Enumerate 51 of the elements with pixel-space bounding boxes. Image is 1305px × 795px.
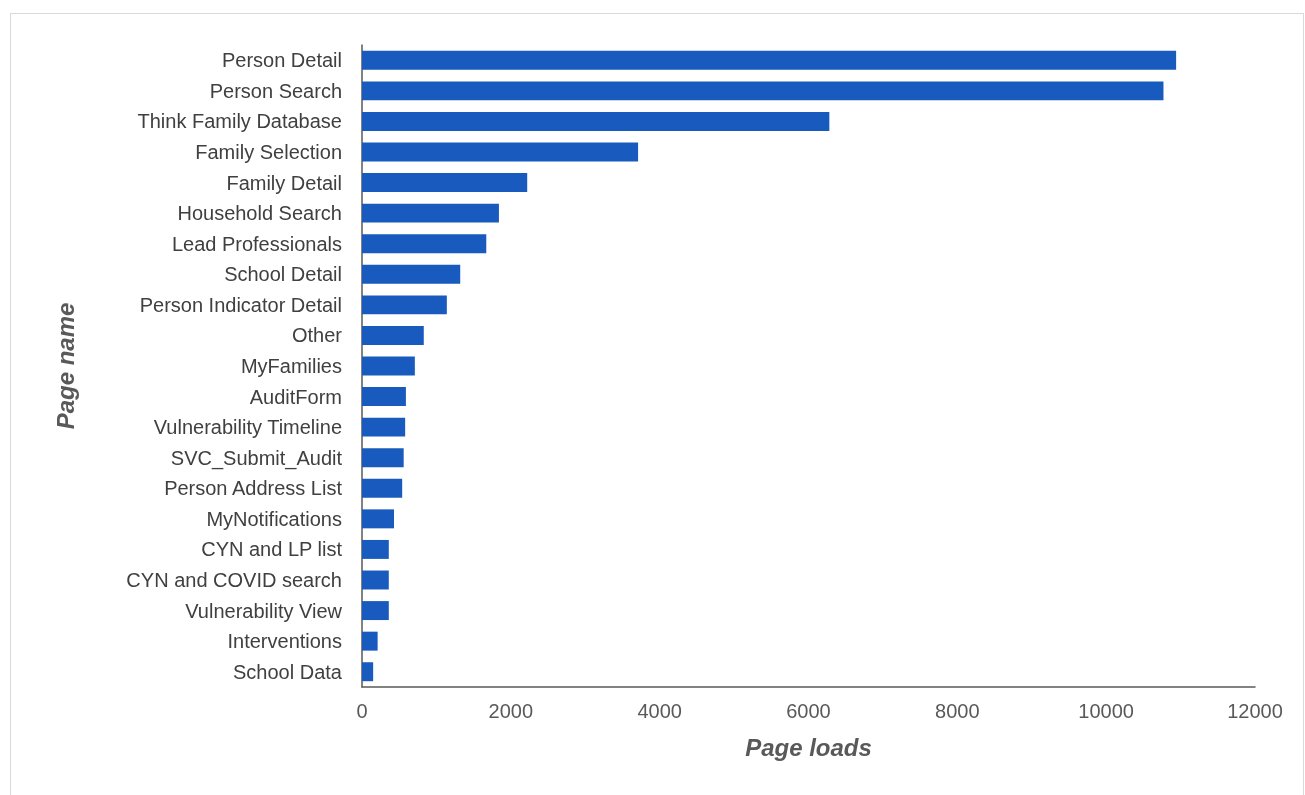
bar	[362, 478, 403, 498]
y-tick-label: Person Search	[209, 79, 342, 102]
bar	[362, 203, 499, 223]
bar	[362, 662, 374, 682]
y-tick-label: Person Indicator Detail	[139, 293, 342, 316]
bar	[362, 601, 389, 621]
y-axis-title: Page name	[51, 302, 79, 430]
x-tick-label: 6000	[786, 700, 831, 722]
y-tick-label: MyFamilies	[240, 355, 342, 377]
bar	[362, 50, 1177, 70]
bar	[362, 387, 406, 407]
y-tick-label: Person Address List	[164, 477, 343, 500]
bar	[362, 570, 389, 590]
x-tick-label: 12000	[1227, 700, 1283, 722]
x-tick-label: 10000	[1078, 700, 1134, 722]
x-tick-label: 2000	[488, 700, 534, 722]
y-tick-label: School Data	[233, 660, 343, 683]
y-tick-label: Person Detail	[221, 49, 342, 72]
bar	[362, 417, 406, 437]
y-tick-label: Think Family Database	[137, 110, 342, 133]
bar	[362, 631, 378, 651]
y-tick-label: SVC_Submit_Audit	[170, 446, 343, 470]
y-tick-label: Family Selection	[195, 141, 342, 163]
bar	[362, 325, 424, 345]
y-tick-label: Vulnerability Timeline	[153, 416, 342, 439]
x-tick-label: 0	[356, 700, 368, 722]
bar	[362, 173, 528, 193]
bar	[362, 81, 1164, 101]
y-tick-label: CYN and LP list	[201, 538, 343, 561]
bar	[362, 295, 447, 315]
x-axis-title: Page loads	[745, 733, 872, 761]
bar	[362, 111, 830, 131]
y-tick-label: School Detail	[224, 263, 342, 286]
bar	[362, 448, 404, 468]
bar	[362, 356, 415, 376]
y-tick-label: Lead Professionals	[171, 232, 342, 255]
y-tick-label: Vulnerability View	[185, 599, 343, 622]
x-tick-label: 4000	[637, 700, 682, 722]
y-tick-label: Household Search	[177, 202, 342, 225]
y-tick-label: Interventions	[227, 630, 342, 653]
x-tick-label: 8000	[935, 700, 980, 722]
bar	[362, 142, 639, 162]
bar	[362, 539, 389, 559]
bar	[362, 264, 461, 284]
y-tick-label: Family Detail	[226, 171, 342, 194]
y-tick-label: MyNotifications	[206, 507, 342, 530]
y-tick-label: AuditForm	[249, 385, 342, 408]
y-tick-label: CYN and COVID search	[126, 569, 342, 591]
y-tick-label: Other	[291, 324, 343, 347]
bar	[362, 234, 487, 254]
bar	[362, 509, 394, 529]
